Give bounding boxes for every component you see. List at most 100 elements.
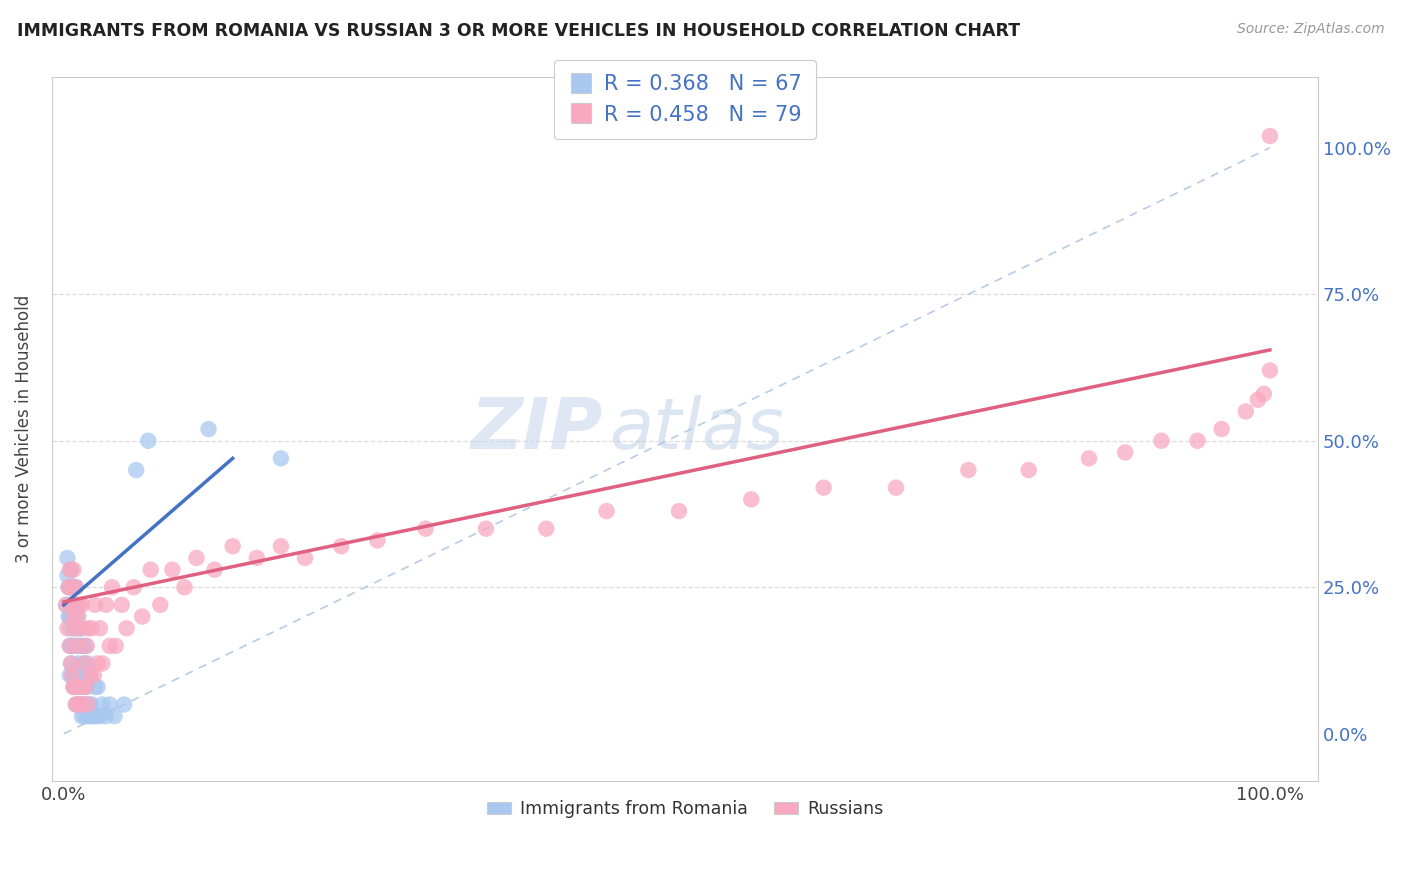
Point	[139, 563, 162, 577]
Point	[70, 598, 93, 612]
Point	[63, 621, 86, 635]
Point	[131, 609, 153, 624]
Point	[79, 668, 101, 682]
Point	[60, 609, 83, 624]
Point	[62, 598, 84, 612]
Point	[70, 709, 93, 723]
Point	[957, 463, 980, 477]
Point	[58, 580, 80, 594]
Point	[76, 639, 98, 653]
Point	[101, 580, 124, 594]
Point	[63, 680, 86, 694]
Point	[94, 598, 117, 612]
Point	[884, 481, 907, 495]
Point	[63, 668, 86, 682]
Point	[59, 668, 82, 682]
Text: Source: ZipAtlas.com: Source: ZipAtlas.com	[1237, 22, 1385, 37]
Point	[65, 668, 87, 682]
Point	[104, 639, 127, 653]
Point	[70, 621, 93, 635]
Point	[60, 639, 83, 653]
Point	[1018, 463, 1040, 477]
Point	[204, 563, 226, 577]
Point	[60, 657, 83, 671]
Point	[149, 598, 172, 612]
Point	[62, 680, 84, 694]
Point	[112, 698, 135, 712]
Point	[80, 621, 103, 635]
Point	[65, 621, 87, 635]
Point	[595, 504, 617, 518]
Point	[70, 668, 93, 682]
Point	[55, 598, 77, 612]
Point	[111, 598, 134, 612]
Point	[67, 609, 90, 624]
Point	[115, 621, 138, 635]
Point	[69, 698, 91, 712]
Point	[67, 657, 90, 671]
Point	[75, 680, 97, 694]
Point	[83, 668, 105, 682]
Point	[60, 580, 83, 594]
Point	[1187, 434, 1209, 448]
Point	[63, 621, 86, 635]
Point	[79, 709, 101, 723]
Point	[62, 563, 84, 577]
Point	[186, 551, 208, 566]
Point	[60, 598, 83, 612]
Point	[84, 598, 107, 612]
Point	[1258, 363, 1281, 377]
Point	[79, 668, 101, 682]
Point	[221, 539, 243, 553]
Point	[72, 698, 94, 712]
Point	[668, 504, 690, 518]
Point	[162, 563, 184, 577]
Point	[125, 463, 148, 477]
Point	[1247, 392, 1270, 407]
Y-axis label: 3 or more Vehicles in Household: 3 or more Vehicles in Household	[15, 295, 32, 563]
Point	[740, 492, 762, 507]
Point	[60, 657, 83, 671]
Point	[66, 609, 89, 624]
Point	[69, 698, 91, 712]
Point	[98, 639, 121, 653]
Point	[72, 680, 94, 694]
Point	[59, 609, 82, 624]
Point	[62, 609, 84, 624]
Point	[173, 580, 195, 594]
Point	[94, 709, 117, 723]
Point	[69, 621, 91, 635]
Point	[84, 680, 107, 694]
Point	[65, 580, 87, 594]
Point	[66, 680, 89, 694]
Point	[56, 568, 79, 582]
Text: atlas: atlas	[609, 394, 783, 464]
Point	[536, 522, 558, 536]
Point	[246, 551, 269, 566]
Point	[60, 563, 83, 577]
Point	[75, 639, 97, 653]
Point	[330, 539, 353, 553]
Point	[58, 580, 80, 594]
Point	[66, 639, 89, 653]
Point	[294, 551, 316, 566]
Point	[1150, 434, 1173, 448]
Point	[91, 698, 114, 712]
Point	[59, 639, 82, 653]
Point	[270, 451, 292, 466]
Point	[60, 621, 83, 635]
Point	[69, 598, 91, 612]
Point	[89, 709, 111, 723]
Text: ZIP: ZIP	[471, 394, 603, 464]
Point	[122, 580, 145, 594]
Point	[67, 698, 90, 712]
Point	[73, 657, 96, 671]
Point	[270, 539, 292, 553]
Point	[59, 639, 82, 653]
Point	[98, 698, 121, 712]
Point	[1253, 387, 1275, 401]
Point	[69, 698, 91, 712]
Point	[91, 657, 114, 671]
Point	[89, 621, 111, 635]
Point	[60, 598, 83, 612]
